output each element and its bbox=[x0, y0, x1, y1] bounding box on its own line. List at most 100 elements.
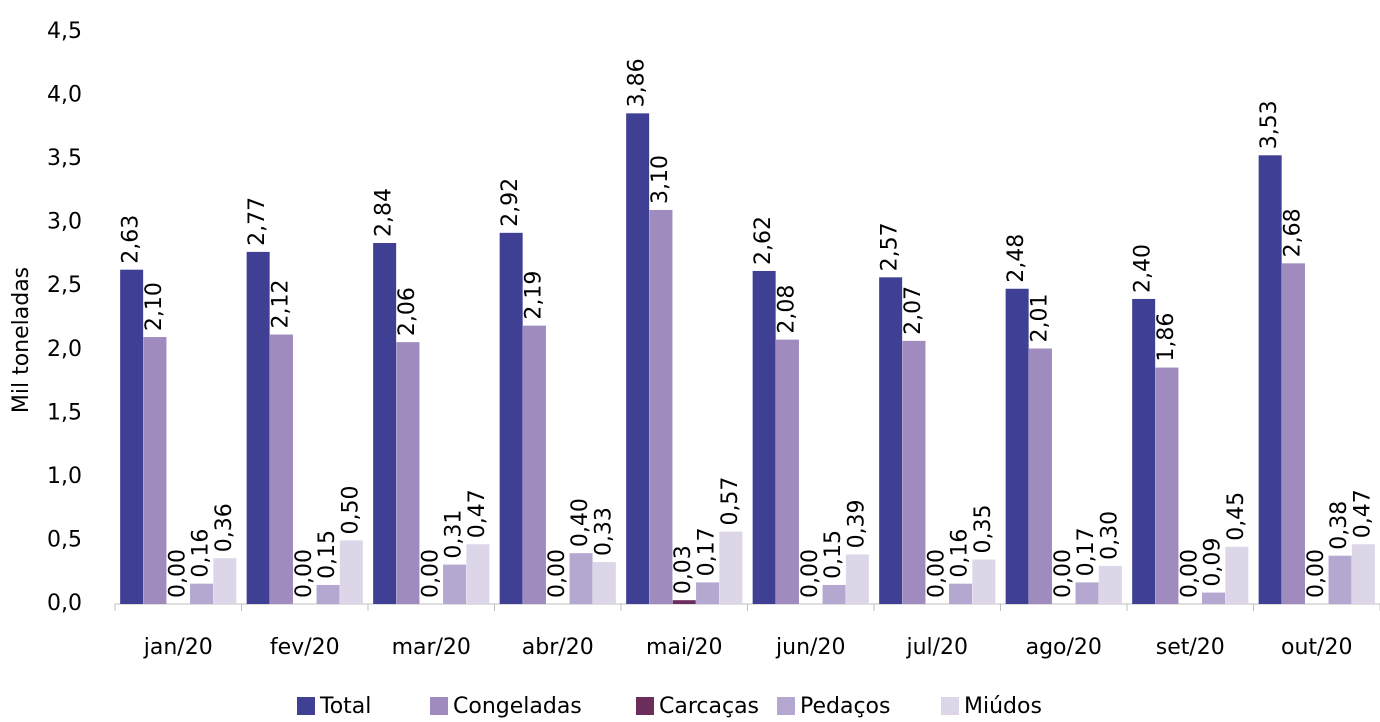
value-label: 2,07 bbox=[901, 286, 926, 335]
value-label: 2,62 bbox=[751, 216, 776, 265]
value-label: 2,08 bbox=[774, 285, 799, 334]
y-tick-label: 0,0 bbox=[47, 591, 82, 616]
y-tick-label: 1,0 bbox=[47, 464, 82, 489]
bar bbox=[592, 562, 616, 604]
x-tick-label: mai/20 bbox=[646, 635, 722, 660]
legend-swatch bbox=[636, 697, 654, 715]
value-label: 2,77 bbox=[245, 197, 270, 246]
bar bbox=[396, 342, 420, 604]
bar bbox=[902, 340, 926, 604]
y-tick-label: 3,0 bbox=[47, 210, 82, 235]
legend-label: Carcaças bbox=[659, 694, 759, 719]
value-label: 2,92 bbox=[498, 178, 523, 227]
bar bbox=[466, 544, 490, 604]
bar bbox=[569, 553, 593, 604]
bar bbox=[949, 583, 973, 604]
value-label: 2,12 bbox=[268, 280, 293, 329]
bar bbox=[672, 600, 696, 604]
bar bbox=[752, 270, 776, 604]
value-label: 0,00 bbox=[165, 549, 190, 598]
value-label: 0,47 bbox=[465, 489, 490, 538]
y-tick-label: 4,0 bbox=[47, 83, 82, 108]
bar bbox=[1132, 298, 1156, 604]
bar bbox=[1258, 155, 1282, 604]
bar bbox=[626, 113, 650, 605]
bar bbox=[879, 277, 903, 604]
value-label: 0,00 bbox=[798, 549, 823, 598]
value-label: 0,15 bbox=[821, 530, 846, 579]
value-label: 1,86 bbox=[1154, 313, 1179, 362]
bar bbox=[822, 584, 846, 604]
bar bbox=[522, 325, 546, 604]
bar bbox=[1202, 592, 1226, 604]
value-label: 3,10 bbox=[648, 155, 673, 204]
bar bbox=[499, 232, 523, 604]
value-label: 2,19 bbox=[521, 271, 546, 320]
value-label: 0,47 bbox=[1350, 489, 1375, 538]
value-label: 0,17 bbox=[1074, 527, 1099, 576]
legend-swatch bbox=[777, 697, 795, 715]
value-label: 0,15 bbox=[315, 530, 340, 579]
value-label: 0,00 bbox=[1051, 549, 1076, 598]
value-label: 0,00 bbox=[292, 549, 317, 598]
value-label: 0,33 bbox=[591, 507, 616, 556]
y-tick-label: 2,0 bbox=[47, 337, 82, 362]
bar bbox=[1281, 263, 1305, 604]
y-axis-title: Mil toneladas bbox=[9, 267, 34, 413]
x-tick-label: out/20 bbox=[1281, 635, 1352, 660]
value-label: 0,35 bbox=[971, 505, 996, 554]
y-tick-label: 1,5 bbox=[47, 400, 82, 425]
value-label: 0,39 bbox=[844, 499, 869, 548]
value-label: 0,16 bbox=[948, 529, 973, 578]
bar bbox=[373, 243, 397, 604]
value-label: 2,63 bbox=[119, 215, 144, 264]
x-tick-label: ago/20 bbox=[1026, 635, 1102, 660]
bar bbox=[1075, 582, 1099, 604]
value-label: 3,86 bbox=[625, 58, 650, 107]
value-label: 2,01 bbox=[1027, 294, 1052, 343]
x-tick-label: jan/20 bbox=[143, 635, 213, 660]
legend-label: Pedaços bbox=[800, 694, 890, 719]
x-tick-label: set/20 bbox=[1156, 635, 1225, 660]
legend-label: Miúdos bbox=[964, 694, 1042, 719]
x-tick-label: mar/20 bbox=[392, 635, 471, 660]
legend-label: Congeladas bbox=[453, 694, 582, 719]
bar bbox=[1351, 544, 1375, 604]
value-label: 0,30 bbox=[1097, 511, 1122, 560]
value-label: 2,48 bbox=[1004, 234, 1029, 283]
value-label: 0,31 bbox=[442, 510, 467, 559]
value-label: 0,00 bbox=[1304, 549, 1329, 598]
bar bbox=[1155, 367, 1179, 604]
bar bbox=[443, 564, 467, 604]
legend-swatch bbox=[297, 697, 315, 715]
value-label: 0,45 bbox=[1224, 492, 1249, 541]
value-label: 0,40 bbox=[568, 498, 593, 547]
bar bbox=[696, 582, 720, 604]
bar bbox=[1328, 555, 1352, 604]
y-tick-label: 4,5 bbox=[47, 19, 82, 44]
value-label: 0,00 bbox=[1177, 549, 1202, 598]
bar bbox=[316, 584, 340, 604]
value-label: 0,38 bbox=[1327, 501, 1352, 550]
value-label: 2,10 bbox=[142, 282, 167, 331]
value-label: 2,06 bbox=[395, 287, 420, 336]
bar bbox=[246, 251, 270, 604]
bar bbox=[339, 540, 363, 604]
legend-label: Total bbox=[319, 694, 371, 719]
value-label: 2,68 bbox=[1280, 208, 1305, 257]
value-label: 2,40 bbox=[1131, 244, 1156, 293]
bar bbox=[775, 339, 799, 604]
bar bbox=[1005, 288, 1029, 604]
y-tick-label: 3,5 bbox=[47, 146, 82, 171]
y-tick-label: 0,5 bbox=[47, 527, 82, 552]
value-label: 0,00 bbox=[418, 549, 443, 598]
value-label: 0,36 bbox=[212, 503, 237, 552]
bar bbox=[1225, 546, 1249, 604]
bar bbox=[972, 559, 996, 604]
bar bbox=[190, 583, 214, 604]
x-tick-label: fev/20 bbox=[270, 635, 340, 660]
bar bbox=[845, 554, 869, 604]
x-tick-label: abr/20 bbox=[522, 635, 594, 660]
